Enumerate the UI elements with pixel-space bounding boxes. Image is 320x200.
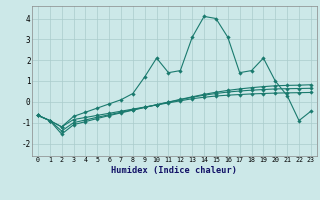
X-axis label: Humidex (Indice chaleur): Humidex (Indice chaleur) (111, 166, 237, 175)
